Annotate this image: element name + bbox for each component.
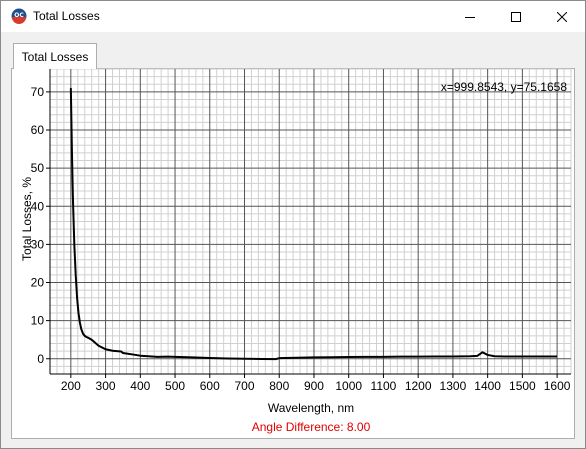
angle-difference-label: Angle Difference: 8.00 (251, 420, 371, 434)
title-bar[interactable]: OC Total Losses (1, 1, 585, 32)
tab-label: Total Losses (21, 49, 89, 64)
x-tick-label: 600 (200, 379, 220, 393)
y-tick-label: 40 (31, 199, 45, 213)
maximize-icon (511, 11, 521, 22)
x-tick-label: 200 (61, 379, 81, 393)
y-tick-label: 60 (31, 123, 45, 137)
y-tick-label: 20 (31, 276, 45, 290)
y-axis-label: Total Losses, % (20, 176, 34, 262)
x-tick-label: 900 (304, 379, 324, 393)
y-tick-label: 50 (31, 161, 45, 175)
x-tick-label: 300 (96, 379, 116, 393)
x-tick-label: 1600 (544, 379, 571, 393)
y-tick-label: 70 (31, 85, 45, 99)
oc-app-icon: OC (11, 8, 27, 24)
y-tick-label: 10 (31, 314, 45, 328)
x-tick-label: 1500 (509, 379, 536, 393)
maximize-button[interactable] (493, 1, 539, 32)
total-losses-series-line (69, 88, 558, 361)
svg-text:OC: OC (14, 12, 24, 19)
cursor-coordinate-readout: x=999.8543, y=75.1658 (440, 80, 567, 94)
tab-total-losses[interactable]: Total Losses (13, 43, 97, 69)
y-tick-label: 30 (31, 237, 45, 251)
x-tick-label: 700 (234, 379, 254, 393)
y-tick-label: 0 (37, 352, 44, 366)
minimize-icon (465, 16, 475, 18)
x-tick-label: 1300 (440, 379, 467, 393)
x-tick-label: 500 (165, 379, 185, 393)
x-axis-label: Wavelength, nm (267, 401, 355, 415)
x-tick-label: 400 (130, 379, 150, 393)
x-tick-label: 1000 (335, 379, 362, 393)
x-tick-label: 1100 (371, 379, 397, 393)
window-title: Total Losses (33, 9, 100, 23)
minimize-button[interactable] (447, 1, 493, 32)
close-icon (557, 11, 567, 22)
x-tick-label: 1400 (474, 379, 501, 393)
close-button[interactable] (539, 1, 585, 32)
x-tick-label: 1200 (405, 379, 432, 393)
x-tick-label: 800 (269, 379, 289, 393)
